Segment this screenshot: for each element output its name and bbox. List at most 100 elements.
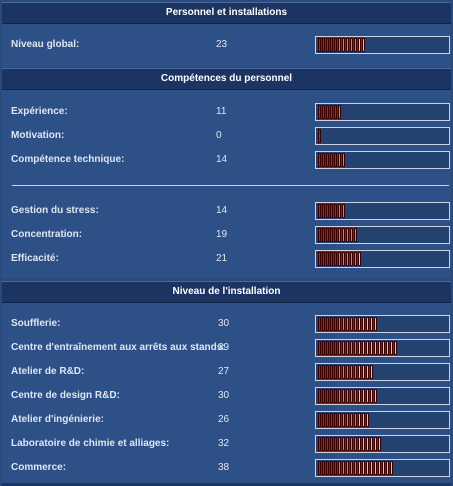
level-segment [326,153,329,167]
stat-row-rd-workshop: Atelier de R&D: 27 [2,362,451,382]
level-segment [342,153,345,167]
level-segment [378,461,381,475]
level-segment [378,341,381,355]
level-segment [370,461,373,475]
stat-label: Compétence technique: [11,154,125,165]
level-segment [318,317,321,331]
stat-label: Centre de design R&D: [11,390,120,401]
level-segment [326,228,329,242]
level-segment [358,317,361,331]
level-segment [334,341,337,355]
level-segment [318,129,321,143]
level-segment [350,317,353,331]
level-segment [346,317,349,331]
stat-label: Commerce: [11,462,67,473]
level-segment [326,413,329,427]
level-segment [322,252,325,266]
level-segment [338,365,341,379]
level-segment [342,228,345,242]
level-segment [366,341,369,355]
level-segment [318,252,321,266]
level-segment [366,461,369,475]
level-segment [326,389,329,403]
level-segment [370,341,373,355]
level-segment [362,437,365,451]
level-segment [338,461,341,475]
stat-label: Centre d'entraînement aux arrêts aux sta… [11,342,226,353]
stat-row-concentration: Concentration: 19 [2,225,451,245]
level-segment [322,38,325,52]
stat-label: Concentration: [11,229,83,240]
level-segment [342,341,345,355]
level-segment [370,389,373,403]
level-segment [382,341,385,355]
level-segment [374,341,377,355]
level-segment [338,413,341,427]
level-segment [330,252,333,266]
level-segment [366,365,369,379]
stat-value: 21 [216,253,228,264]
stat-value: 14 [216,154,228,165]
level-segment [334,365,337,379]
level-segment [342,437,345,451]
level-bar [315,411,450,429]
level-segment [342,252,345,266]
level-segment [330,413,333,427]
level-segment [358,38,361,52]
level-segment [330,341,333,355]
level-segment [318,437,321,451]
level-segment [354,461,357,475]
level-segment [338,389,341,403]
level-segment [390,341,393,355]
level-segment [374,317,377,331]
level-segment [330,437,333,451]
level-segment [382,461,385,475]
level-segment [338,228,341,242]
stat-row-wind-tunnel: Soufflerie: 30 [2,314,451,334]
level-segment [394,341,397,355]
level-bar [315,339,450,357]
level-bar [315,363,450,381]
level-segment [342,413,345,427]
level-segment [362,413,365,427]
stat-row-rd-design-center: Centre de design R&D: 30 [2,386,451,406]
stat-value: 19 [216,229,228,240]
level-segment [374,389,377,403]
stat-label: Atelier d'ingénierie: [11,414,104,425]
stat-label: Soufflerie: [11,318,61,329]
level-segment [338,38,341,52]
stat-row-technical-skill: Compétence technique: 14 [2,150,451,170]
level-segment [330,38,333,52]
level-segment [362,317,365,331]
level-segment [358,365,361,379]
level-segment [346,252,349,266]
level-segment [362,461,365,475]
section-divider [12,185,449,186]
level-segment [326,365,329,379]
level-segment [374,437,377,451]
level-segment [334,204,337,218]
level-segment [346,341,349,355]
stat-label: Motivation: [11,130,65,141]
level-segment [322,365,325,379]
level-segment [334,461,337,475]
stat-value: 27 [218,366,230,377]
level-segment [334,317,337,331]
stat-value: 0 [216,130,222,141]
stat-label: Efficacité: [11,253,59,264]
section-body-staff-skills: Expérience: 11 Motivation: 0 Compétence … [2,90,451,278]
level-segment [370,365,373,379]
stat-value: 11 [216,106,227,117]
level-bar [315,226,450,244]
level-segment [338,341,341,355]
level-segment [358,252,361,266]
level-bar [315,36,450,54]
level-segment [330,153,333,167]
stat-label: Atelier de R&D: [11,366,85,377]
level-segment [342,317,345,331]
stat-row-stress-management: Gestion du stress: 14 [2,201,451,221]
section-header-facility-level: Niveau de l'installation [2,281,451,303]
level-segment [322,153,325,167]
stat-label: Laboratoire de chimie et alliages: [11,438,170,449]
